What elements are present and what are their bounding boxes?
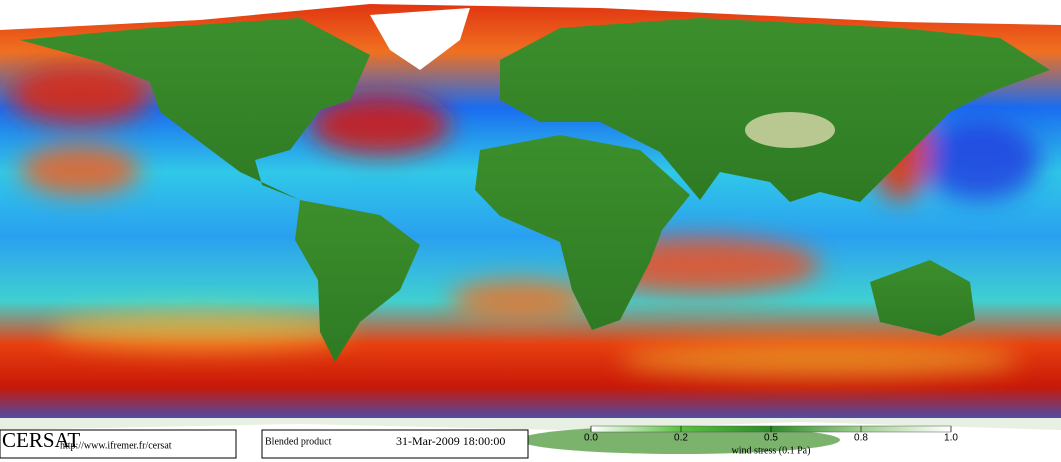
colorbar-label: wind stress (0.1 Pa) xyxy=(732,445,811,456)
url[interactable]: http://www.ifremer.fr/cersat xyxy=(60,440,172,451)
colorbar-ticks: 0.0 0.2 0.5 0.8 1.0 xyxy=(584,426,958,444)
colorbar-tick-label: 0.2 xyxy=(674,433,688,444)
colorbar-tick-label: 0.8 xyxy=(854,433,868,444)
product: Blended product xyxy=(265,436,332,447)
colorbar-tick-label: 1.0 xyxy=(944,433,958,444)
colorbar-tick-label: 0.0 xyxy=(584,433,598,444)
timestamp: 31-Mar-2009 18:00:00 xyxy=(396,434,505,448)
logo-box xyxy=(0,429,237,459)
product-box xyxy=(261,429,529,459)
colorbar-tick-label: 0.5 xyxy=(764,433,778,444)
logo: CERSAT xyxy=(2,428,80,452)
